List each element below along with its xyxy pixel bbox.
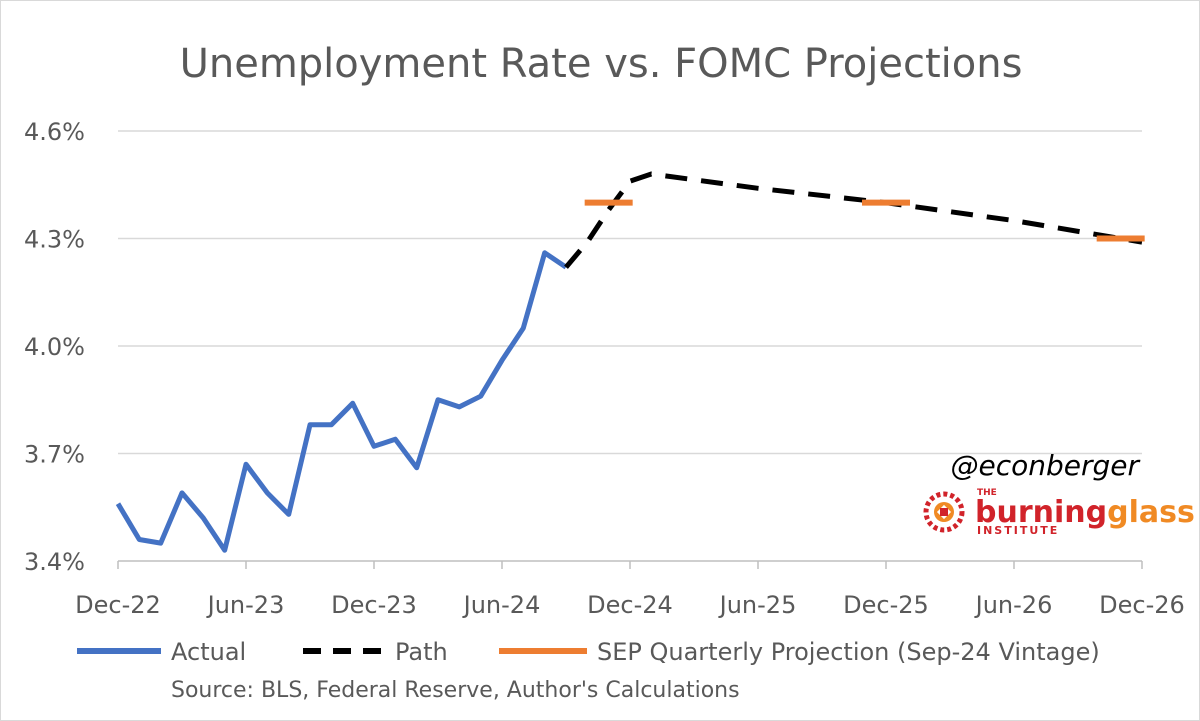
burning-glass-logo: THE burningglass INSTITUTE [923, 488, 1195, 537]
x-tick-label: Jun-23 [206, 591, 285, 619]
y-tick-label: 4.3% [24, 226, 85, 254]
x-tick-label: Dec-25 [843, 591, 929, 619]
legend-item-actual: Actual [77, 638, 246, 666]
y-axis-ticks: 3.4% 3.7% 4.0% 4.3% 4.6% [24, 118, 85, 576]
x-tick-label: Jun-25 [718, 591, 797, 619]
x-tick-label: Jun-24 [462, 591, 541, 619]
brand-word-2: glass [1107, 495, 1195, 530]
x-tick-label: Dec-23 [331, 591, 417, 619]
x-tick-label: Jun-26 [974, 591, 1053, 619]
legend-item-path: Path [303, 638, 448, 666]
y-tick-label: 3.7% [24, 441, 85, 469]
y-tick-label: 3.4% [24, 548, 85, 576]
legend-label-path: Path [395, 638, 448, 666]
burning-glass-emblem-icon [923, 491, 965, 533]
x-axis-ticks: Dec-22 Jun-23 Dec-23 Jun-24 Dec-24 Jun-25 Dec-… [75, 591, 1185, 619]
legend-item-sep: SEP Quarterly Projection (Sep-24 Vintage… [499, 638, 1100, 666]
gridlines [118, 130, 1142, 455]
y-tick-label: 4.0% [24, 333, 85, 361]
brand-word-1: burning [975, 495, 1107, 530]
brand-sub: INSTITUTE [977, 524, 1059, 537]
series-lines [115, 171, 1145, 553]
series-line-path [564, 171, 1143, 269]
author-handle: @econberger [950, 449, 1140, 482]
x-tick-label: Dec-22 [75, 591, 161, 619]
legend: Actual Path SEP Quarterly Projection (Se… [77, 638, 1100, 666]
series-line-actual [115, 250, 568, 553]
x-axis [117, 560, 1143, 569]
legend-label-actual: Actual [171, 638, 246, 666]
x-tick-label: Dec-24 [587, 591, 673, 619]
legend-label-sep: SEP Quarterly Projection (Sep-24 Vintage… [597, 638, 1100, 666]
brand-the: THE [977, 488, 997, 498]
y-tick-label: 4.6% [24, 118, 85, 146]
brand-name: burningglass [975, 495, 1195, 530]
chart-title: Unemployment Rate vs. FOMC Projections [180, 41, 1023, 87]
x-tick-label: Dec-26 [1099, 591, 1185, 619]
source-note: Source: BLS, Federal Reserve, Author's C… [171, 678, 740, 703]
